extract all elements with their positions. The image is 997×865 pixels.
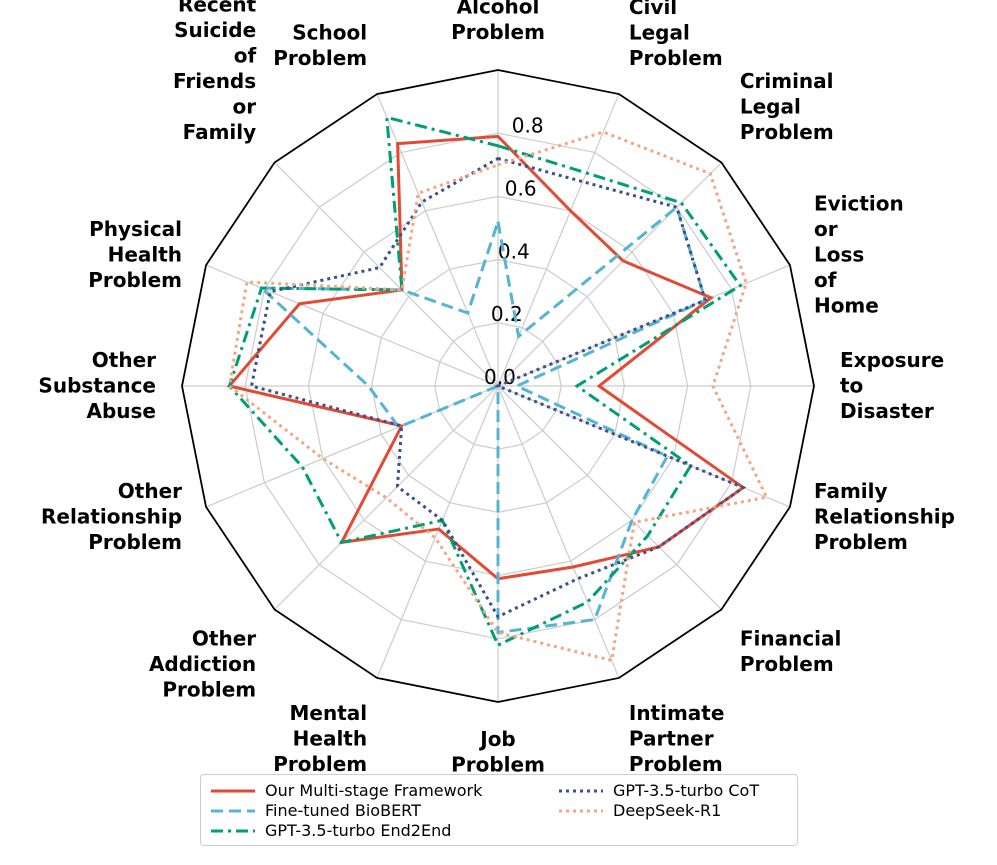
category-label-12: Other Relationship Problem xyxy=(41,479,182,554)
category-label-13: Other Substance Abuse xyxy=(38,348,156,423)
category-label-14: Physical Health Problem xyxy=(88,217,182,292)
grid-spoke-4 xyxy=(497,264,791,387)
category-label-7: Financial Problem xyxy=(740,627,842,677)
legend-swatch xyxy=(211,789,255,792)
legend-swatch xyxy=(559,809,603,812)
legend-label: DeepSeek-R1 xyxy=(613,801,722,820)
category-label-16: School Problem xyxy=(273,20,367,69)
series-gpt-3-5-turbo-cot xyxy=(249,156,747,619)
category-label-15: Recent Suicide of Friends or Family xyxy=(173,0,257,144)
grid-spoke-3 xyxy=(497,162,722,387)
legend-item: Fine-tuned BioBERT xyxy=(209,801,421,820)
grid-spoke-14 xyxy=(205,264,499,387)
legend-item: Our Multi-stage Framework xyxy=(209,781,482,800)
category-label-6: Family Relationship Problem xyxy=(814,479,955,554)
legend-item: GPT-3.5-turbo CoT xyxy=(557,781,759,800)
category-label-11: Other Addiction Problem xyxy=(149,627,256,702)
category-label-5: Exposure to Disaster xyxy=(840,348,944,423)
category-label-4: Eviction or Loss of Home xyxy=(814,191,904,317)
r-tick-label: 0.6 xyxy=(505,177,537,201)
grid-spoke-12 xyxy=(205,385,499,508)
series-gpt-3-5-turbo-end2end xyxy=(227,115,743,648)
category-label-8: Intimate Partner Problem xyxy=(629,701,725,776)
grid-spoke-7 xyxy=(497,385,722,610)
category-label-9: Job Problem xyxy=(451,727,545,777)
grid-spoke-10 xyxy=(376,385,499,679)
category-label-1: Alcohol Problem xyxy=(451,0,545,44)
legend-label: GPT-3.5-turbo End2End xyxy=(265,821,452,840)
series-deepseek-r1 xyxy=(227,130,769,663)
outer-frame xyxy=(181,69,815,703)
category-label-3: Criminal Legal Problem xyxy=(740,69,834,144)
grid-spoke-11 xyxy=(274,385,499,610)
grid-spoke-15 xyxy=(274,162,499,387)
legend-label: GPT-3.5-turbo CoT xyxy=(613,781,760,800)
legend-item: DeepSeek-R1 xyxy=(557,801,721,820)
legend: Our Multi-stage Framework Fine-tuned BioB… xyxy=(200,774,798,846)
legend-swatch xyxy=(211,829,255,832)
radar-series xyxy=(226,115,769,663)
legend-label: Our Multi-stage Framework xyxy=(265,781,483,800)
legend-item: GPT-3.5-turbo End2End xyxy=(209,821,451,840)
category-label-10: Mental Health Problem xyxy=(273,701,367,776)
legend-swatch xyxy=(211,809,255,812)
category-label-2: Civil Legal Problem xyxy=(629,0,723,70)
legend-label: Fine-tuned BioBERT xyxy=(265,801,421,820)
grid-spoke-8 xyxy=(497,385,620,679)
r-tick-label: 0.8 xyxy=(512,114,544,138)
r-tick-label: 0.2 xyxy=(491,302,523,326)
legend-swatch xyxy=(559,789,603,792)
